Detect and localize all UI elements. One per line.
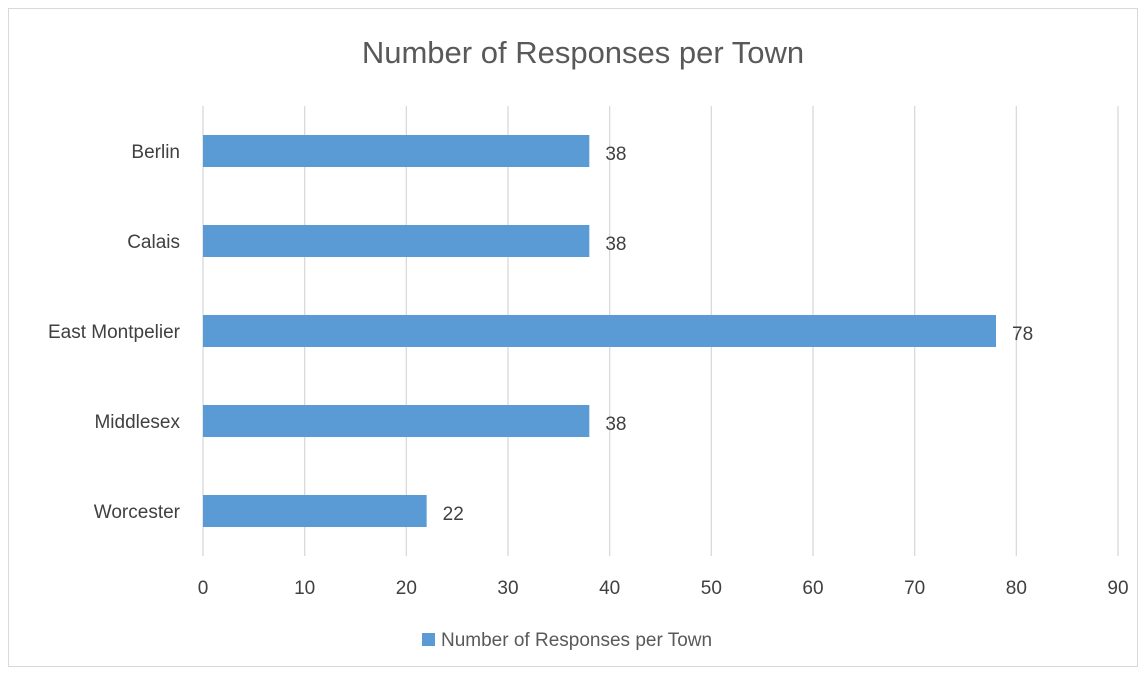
- bars: [203, 135, 996, 527]
- gridlines: [202, 106, 1119, 556]
- bar-berlin: [203, 135, 590, 167]
- category-label: Berlin: [131, 142, 180, 163]
- category-label: Calais: [127, 232, 180, 253]
- legend: Number of Responses per Town: [422, 630, 712, 651]
- chart-title: Number of Responses per Town: [362, 35, 804, 70]
- category-label: Middlesex: [94, 412, 180, 433]
- x-tick-label: 30: [497, 578, 518, 599]
- category-label: Worcester: [94, 502, 181, 523]
- bar-east-montpelier: [203, 315, 996, 347]
- bar-calais: [203, 225, 590, 257]
- data-labels: 38 38 78 38 22: [443, 144, 1033, 525]
- data-label: 78: [1012, 324, 1033, 345]
- x-tick-label: 0: [198, 578, 209, 599]
- data-label: 38: [605, 144, 626, 165]
- legend-swatch: [422, 633, 435, 646]
- bar-worcester: [203, 495, 427, 527]
- data-label: 22: [443, 504, 464, 525]
- x-tick-label: 20: [396, 578, 417, 599]
- x-tick-labels: 0 10 20 30 40 50 60 70 80 90: [198, 578, 1129, 599]
- legend-label: Number of Responses per Town: [441, 630, 712, 651]
- x-tick-label: 60: [802, 578, 823, 599]
- data-label: 38: [605, 414, 626, 435]
- x-tick-label: 50: [701, 578, 722, 599]
- x-tick-label: 90: [1107, 578, 1128, 599]
- data-label: 38: [605, 234, 626, 255]
- x-tick-label: 40: [599, 578, 620, 599]
- x-tick-label: 80: [1006, 578, 1027, 599]
- category-label: East Montpelier: [48, 322, 181, 343]
- bar-middlesex: [203, 405, 590, 437]
- x-tick-label: 70: [904, 578, 925, 599]
- category-labels: Berlin Calais East Montpelier Middlesex Worc…: [48, 142, 181, 523]
- x-tick-label: 10: [294, 578, 315, 599]
